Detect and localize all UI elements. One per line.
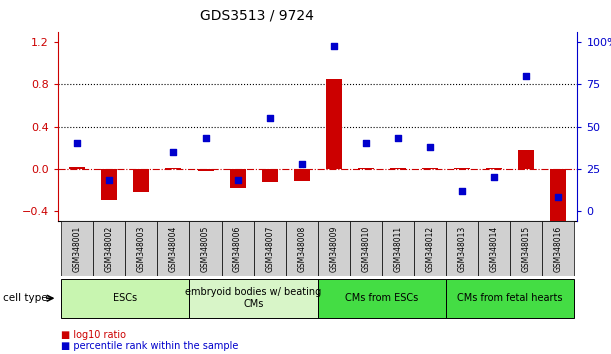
Bar <box>318 279 446 318</box>
Bar <box>158 221 189 276</box>
Text: CMs from ESCs: CMs from ESCs <box>345 293 419 303</box>
Bar <box>486 167 502 169</box>
Bar <box>446 279 574 318</box>
Text: GDS3513 / 9724: GDS3513 / 9724 <box>200 9 313 23</box>
Text: GSM348006: GSM348006 <box>233 225 242 272</box>
Text: GSM348010: GSM348010 <box>361 225 370 272</box>
Point <box>72 141 82 146</box>
Bar <box>390 167 406 169</box>
Text: embryoid bodies w/ beating
CMs: embryoid bodies w/ beating CMs <box>186 287 322 309</box>
Text: GSM348001: GSM348001 <box>73 225 82 272</box>
Text: GSM348011: GSM348011 <box>393 225 403 272</box>
Point <box>200 136 210 141</box>
Bar <box>358 167 374 169</box>
Bar <box>101 169 117 200</box>
Bar <box>478 221 510 276</box>
Point <box>489 174 499 180</box>
Text: ESCs: ESCs <box>113 293 137 303</box>
Bar <box>69 166 86 169</box>
Point <box>297 161 307 166</box>
Point <box>521 73 531 79</box>
Bar <box>230 169 246 188</box>
Text: ■ percentile rank within the sample: ■ percentile rank within the sample <box>61 341 238 351</box>
Text: GSM348016: GSM348016 <box>554 225 563 272</box>
Bar <box>125 221 158 276</box>
Bar <box>254 221 286 276</box>
Point <box>425 144 435 150</box>
Bar <box>197 169 213 171</box>
Point <box>233 178 243 183</box>
Text: GSM348007: GSM348007 <box>265 225 274 272</box>
Text: GSM348004: GSM348004 <box>169 225 178 272</box>
Point <box>393 136 403 141</box>
Bar <box>550 169 566 221</box>
Text: GSM348008: GSM348008 <box>297 225 306 272</box>
Text: GSM348012: GSM348012 <box>425 225 434 272</box>
Text: GSM348005: GSM348005 <box>201 225 210 272</box>
Text: cell type: cell type <box>3 293 48 303</box>
Bar <box>222 221 254 276</box>
Bar <box>318 221 349 276</box>
Bar <box>61 221 93 276</box>
Bar <box>61 279 189 318</box>
Text: GSM348014: GSM348014 <box>489 225 499 272</box>
Text: CMs from fetal hearts: CMs from fetal hearts <box>457 293 563 303</box>
Point <box>329 43 338 48</box>
Bar <box>446 221 478 276</box>
Text: GSM348009: GSM348009 <box>329 225 338 272</box>
Bar <box>349 221 382 276</box>
Bar <box>189 221 222 276</box>
Point <box>457 188 467 193</box>
Point <box>554 194 563 200</box>
Point <box>265 115 274 121</box>
Point <box>169 149 178 155</box>
Bar <box>542 221 574 276</box>
Bar <box>518 150 534 169</box>
Bar <box>262 169 277 182</box>
Bar <box>422 167 438 169</box>
Bar <box>454 167 470 169</box>
Bar <box>133 169 150 192</box>
Bar <box>189 279 318 318</box>
Bar <box>414 221 446 276</box>
Bar <box>382 221 414 276</box>
Text: ■ log10 ratio: ■ log10 ratio <box>61 330 126 339</box>
Point <box>104 178 114 183</box>
Bar <box>93 221 125 276</box>
Text: GSM348003: GSM348003 <box>137 225 146 272</box>
Text: GSM348015: GSM348015 <box>522 225 530 272</box>
Bar <box>286 221 318 276</box>
Text: GSM348002: GSM348002 <box>105 225 114 272</box>
Bar <box>166 167 181 169</box>
Bar <box>326 79 342 169</box>
Point <box>361 141 371 146</box>
Bar <box>294 169 310 181</box>
Text: GSM348013: GSM348013 <box>458 225 466 272</box>
Bar <box>510 221 542 276</box>
